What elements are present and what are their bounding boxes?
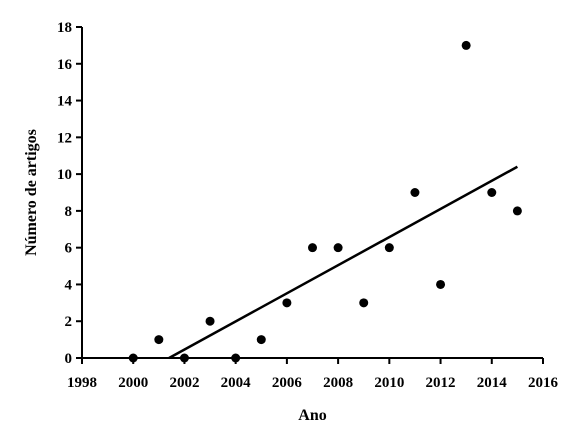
y-ticks: 0 2 4 6 8 10 12 14 16 18 <box>57 20 82 367</box>
y-tick-label: 10 <box>57 167 72 183</box>
data-point <box>436 279 446 289</box>
data-point <box>461 40 471 50</box>
x-tick-label: 2006 <box>272 375 303 391</box>
x-tick-label: 2012 <box>426 375 456 391</box>
x-axis-title: Ano <box>298 407 326 424</box>
data-point <box>410 188 420 197</box>
x-ticks: 1998 2000 2002 2004 2006 2008 2010 2012 2014 2016 <box>67 358 559 391</box>
trendline-group <box>168 165 518 360</box>
y-tick-label: 6 <box>65 241 73 257</box>
data-point <box>512 206 522 216</box>
data-point <box>359 298 369 308</box>
y-tick-label: 0 <box>65 351 73 367</box>
data-point <box>154 335 164 345</box>
y-axis-title: Número de artigos <box>23 129 40 256</box>
data-point <box>179 353 189 363</box>
data-point <box>333 243 343 253</box>
data-point <box>256 335 266 345</box>
x-tick-label: 2000 <box>118 375 148 391</box>
y-tick-label: 4 <box>65 277 73 293</box>
x-tick-label: 2016 <box>528 375 559 391</box>
data-point <box>308 243 317 253</box>
x-tick-label: 2014 <box>477 375 508 391</box>
x-tick-label: 2002 <box>169 375 199 391</box>
y-tick-label: 18 <box>57 20 72 36</box>
y-tick-label: 12 <box>57 130 72 146</box>
x-tick-label: 2004 <box>221 375 252 391</box>
y-tick-label: 8 <box>65 204 73 220</box>
x-tick-label: 2008 <box>323 375 353 391</box>
x-tick-label: 2010 <box>374 375 404 391</box>
data-point <box>384 243 394 253</box>
data-point <box>487 188 497 197</box>
x-tick-label: 1998 <box>67 375 97 391</box>
data-point <box>205 316 215 326</box>
y-tick-label: 16 <box>57 57 73 73</box>
data-point <box>282 298 292 308</box>
y-tick-label: 14 <box>57 94 73 110</box>
y-tick-label: 2 <box>65 314 73 330</box>
data-point <box>128 353 138 363</box>
axes <box>81 27 543 359</box>
data-point <box>231 353 241 363</box>
trendline <box>168 165 518 360</box>
data-points <box>128 40 522 363</box>
